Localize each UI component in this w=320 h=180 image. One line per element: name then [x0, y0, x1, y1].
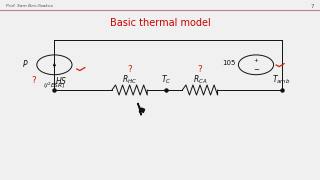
Text: 7: 7 — [310, 4, 314, 9]
Polygon shape — [138, 103, 145, 115]
Text: $R_{CA}$: $R_{CA}$ — [193, 74, 207, 86]
Text: $T_C$: $T_C$ — [161, 74, 172, 86]
Text: Prof. Sam Ben-Yaakov: Prof. Sam Ben-Yaakov — [6, 4, 53, 8]
Text: ?: ? — [127, 65, 132, 74]
Text: Basic thermal model: Basic thermal model — [110, 17, 210, 28]
Text: −: − — [253, 67, 259, 73]
Text: $R_{HC}$: $R_{HC}$ — [122, 74, 137, 86]
Text: $HS$: $HS$ — [55, 75, 68, 86]
Text: ?: ? — [31, 76, 36, 85]
Text: ?: ? — [198, 65, 202, 74]
Text: $P$: $P$ — [22, 58, 29, 69]
Text: $T_{amb}$: $T_{amb}$ — [272, 74, 291, 86]
Text: $(I^2ESR)$: $(I^2ESR)$ — [43, 81, 66, 91]
Text: 105: 105 — [222, 60, 235, 66]
Text: +: + — [254, 58, 258, 63]
